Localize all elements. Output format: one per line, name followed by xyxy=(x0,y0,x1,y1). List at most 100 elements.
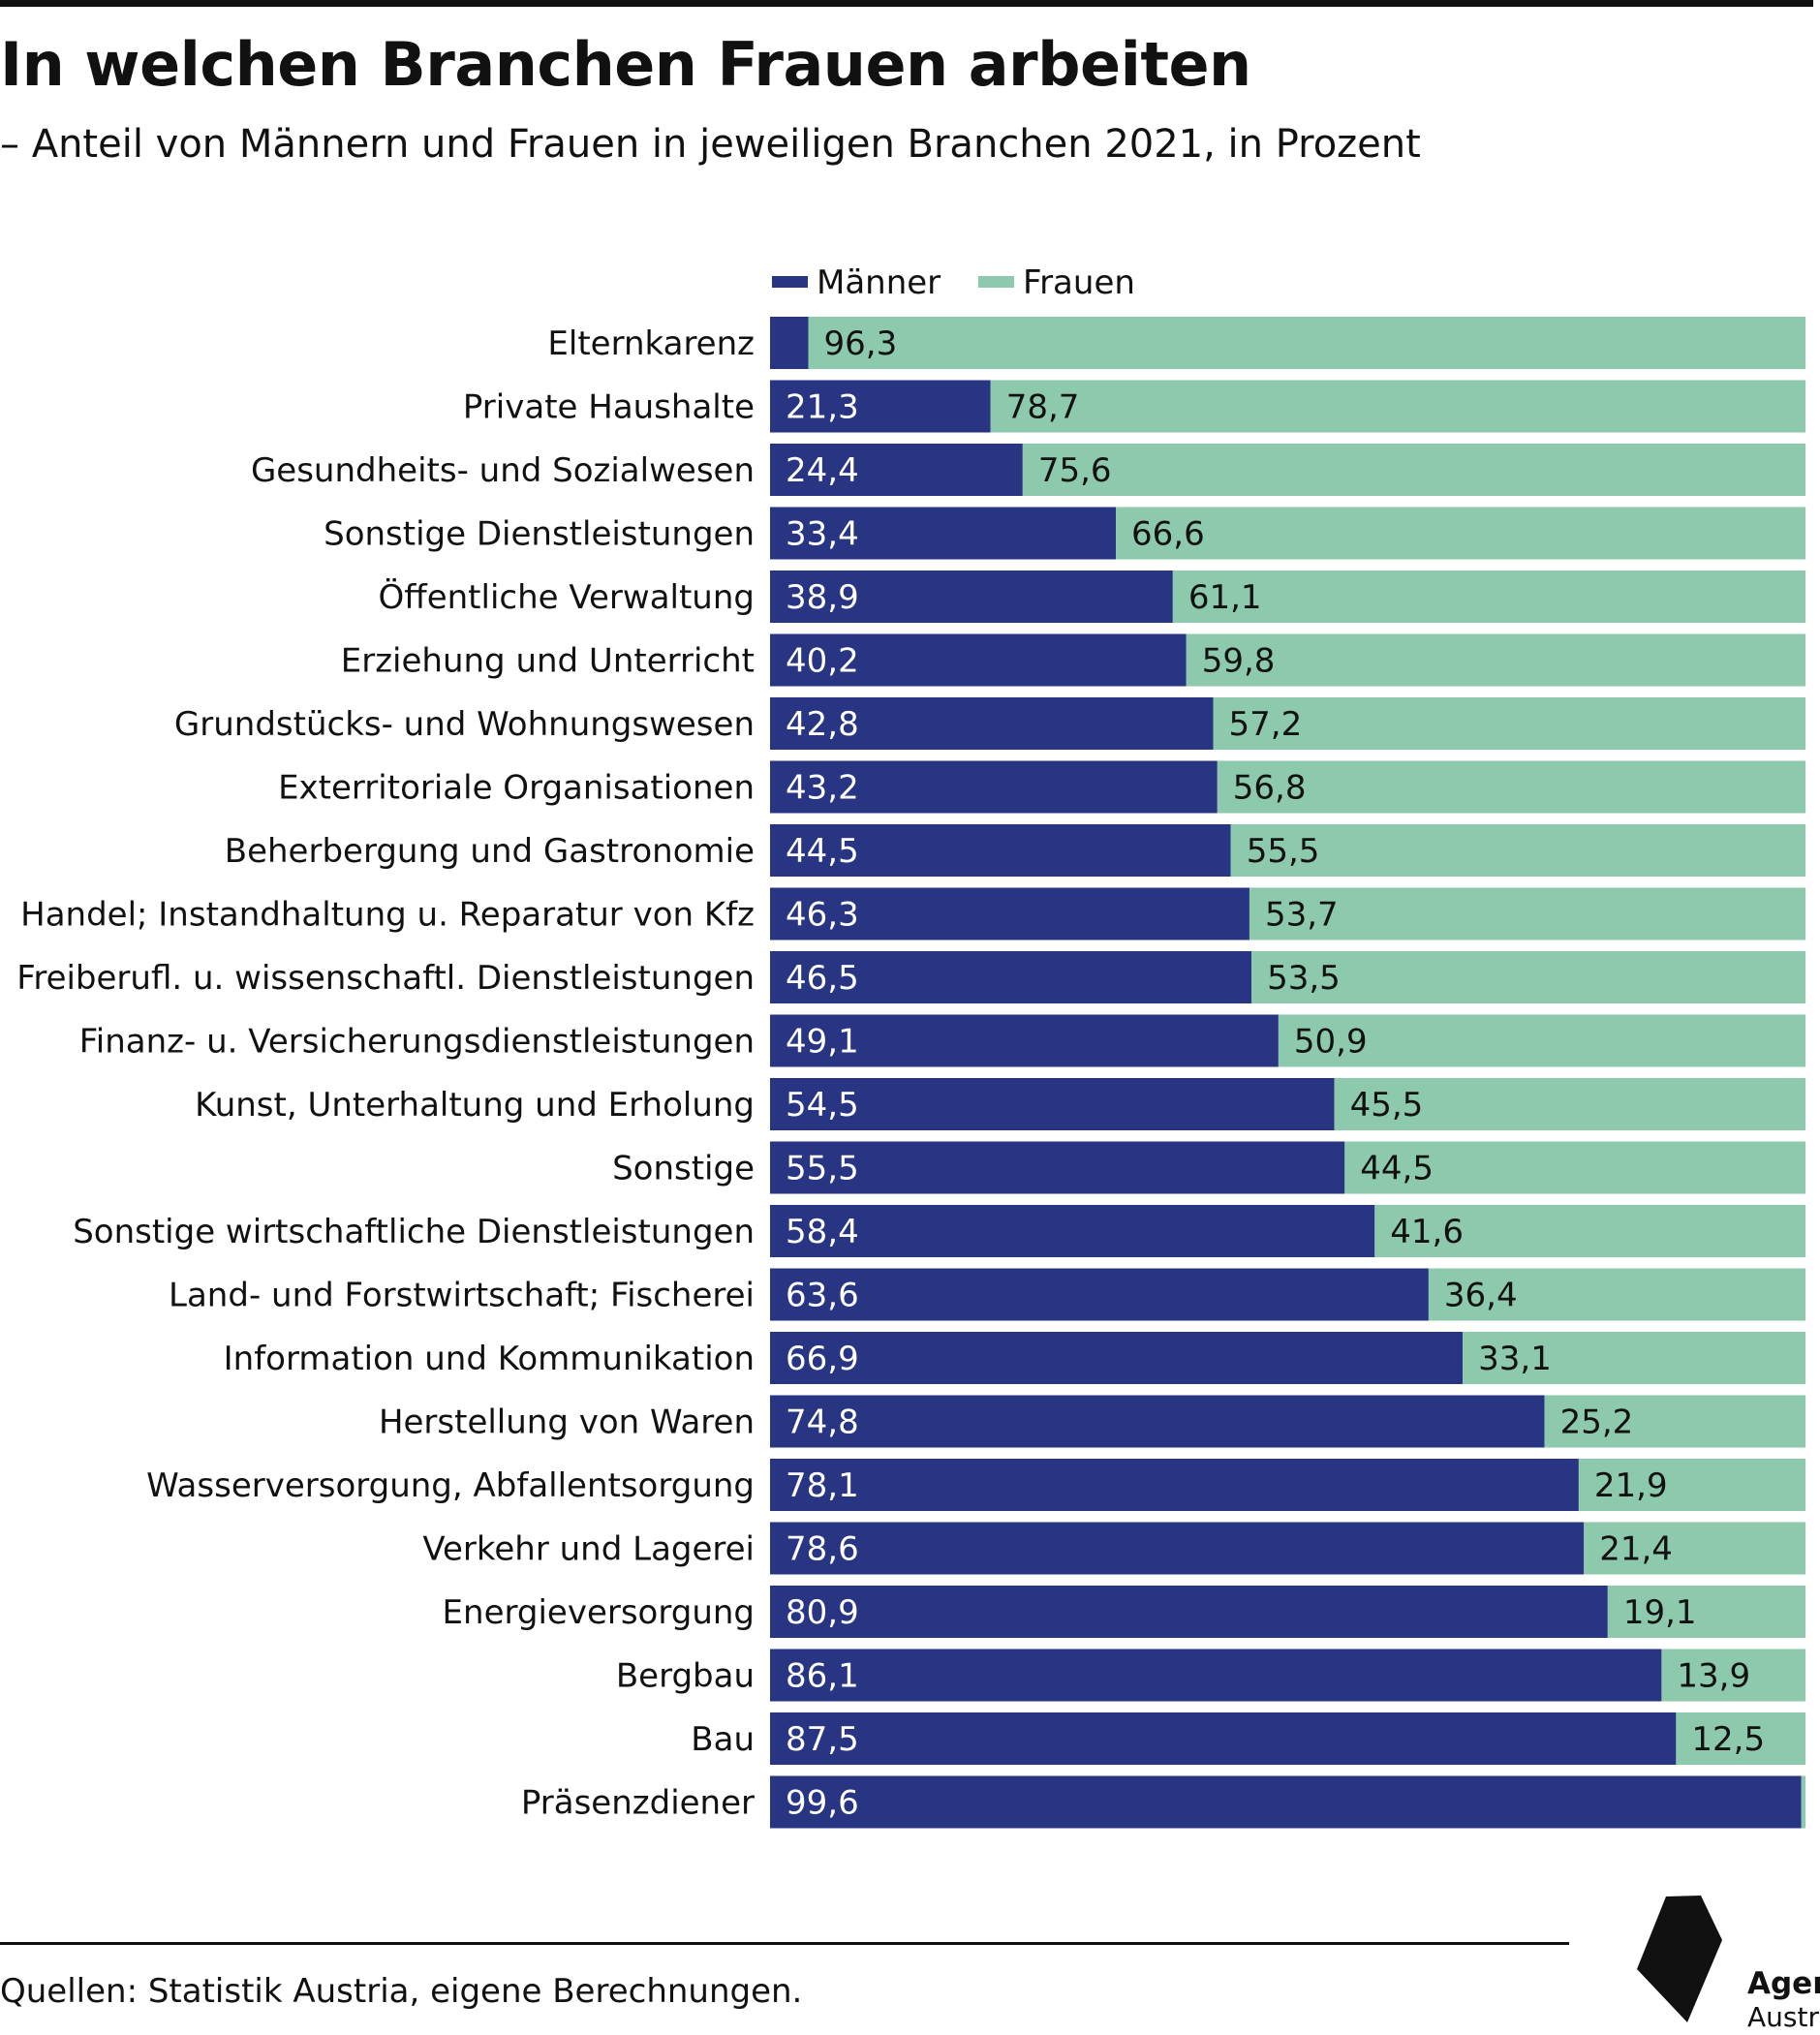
data-label-maenner: 46,5 xyxy=(786,959,859,998)
data-label-frauen: 57,2 xyxy=(1229,705,1303,744)
bar-maenner xyxy=(770,380,991,433)
category-label: Beherbergung und Gastronomie xyxy=(225,832,755,871)
bar-maenner xyxy=(770,1205,1375,1257)
data-label-maenner: 49,1 xyxy=(786,1023,859,1062)
category-label: Verkehr und Lagerei xyxy=(422,1530,755,1569)
data-label-maenner: 55,5 xyxy=(786,1150,859,1188)
bar-frauen xyxy=(1334,1078,1805,1130)
bar-frauen xyxy=(1676,1712,1805,1765)
bar-maenner xyxy=(770,760,1218,814)
logo-text-agenda: Agenda xyxy=(1747,1966,1820,2001)
data-label-maenner: 87,5 xyxy=(786,1720,859,1759)
bar-maenner xyxy=(770,570,1173,623)
data-label-maenner: 66,9 xyxy=(786,1340,859,1378)
data-label-maenner: 42,8 xyxy=(786,705,859,744)
data-label-frauen: 12,5 xyxy=(1691,1720,1765,1759)
data-label-maenner: 78,6 xyxy=(786,1530,859,1569)
data-label-frauen: 56,8 xyxy=(1233,769,1307,808)
data-label-maenner: 80,9 xyxy=(786,1593,859,1632)
chart-title: In welchen Branchen Frauen arbeiten xyxy=(0,29,1251,100)
bar-frauen xyxy=(1213,697,1805,750)
bar-frauen xyxy=(1249,887,1805,940)
bar-frauen xyxy=(1544,1395,1805,1448)
category-label: Private Haushalte xyxy=(463,388,755,427)
bottom-rule xyxy=(0,1942,1569,1945)
data-label-maenner: 99,6 xyxy=(786,1784,859,1823)
data-label-maenner: 78,1 xyxy=(786,1466,859,1505)
data-label-frauen: 75,6 xyxy=(1038,451,1112,490)
bar-maenner xyxy=(770,824,1231,877)
bar-maenner xyxy=(770,1141,1345,1194)
category-label: Bergbau xyxy=(616,1657,755,1696)
data-label-maenner: 43,2 xyxy=(786,769,859,808)
category-label: Präsenzdiener xyxy=(521,1784,755,1823)
category-label: Handel; Instandhaltung u. Reparatur von … xyxy=(20,896,755,935)
data-label-frauen: 53,5 xyxy=(1267,959,1341,998)
stacked-bar-chart: Männer Frauen Elternkarenz 96,3 Private Haus… xyxy=(16,263,1805,1829)
category-label: Grundstücks- und Wohnungswesen xyxy=(174,705,755,744)
data-label-frauen: 55,5 xyxy=(1247,832,1320,871)
data-label-frauen: 53,7 xyxy=(1265,896,1339,935)
data-label-frauen: 96,3 xyxy=(824,324,898,363)
bar-maenner xyxy=(770,507,1117,560)
bar-frauen xyxy=(1022,444,1805,496)
data-label-frauen: 36,4 xyxy=(1444,1277,1518,1315)
bar-frauen xyxy=(1172,570,1805,623)
data-label-maenner: 54,5 xyxy=(786,1086,859,1125)
bar-maenner xyxy=(770,1014,1279,1067)
category-label: Freiberufl. u. wissenschaftl. Dienstleis… xyxy=(16,959,755,998)
category-label: Sonstige xyxy=(612,1150,755,1188)
data-label-frauen: 59,8 xyxy=(1202,642,1276,681)
category-label: Information und Kommunikation xyxy=(224,1340,755,1378)
category-label: Öffentliche Verwaltung xyxy=(379,577,755,617)
bar-frauen xyxy=(1578,1459,1805,1511)
category-label: Wasserversorgung, Abfallentsorgung xyxy=(146,1466,755,1505)
agenda-austria-logo-icon xyxy=(1637,1896,1722,2022)
bar-frauen xyxy=(1344,1141,1805,1194)
bar-frauen xyxy=(1230,824,1805,877)
data-label-frauen: 66,6 xyxy=(1131,515,1205,554)
bar-frauen xyxy=(1374,1205,1805,1257)
data-label-maenner: 46,3 xyxy=(786,896,859,935)
data-label-maenner: 44,5 xyxy=(786,832,859,871)
data-label-maenner: 21,3 xyxy=(786,388,859,427)
legend-label-maenner: Männer xyxy=(817,263,941,302)
bar-maenner xyxy=(770,444,1023,496)
category-label: Elternkarenz xyxy=(547,324,755,363)
category-label: Energieversorgung xyxy=(443,1593,755,1632)
bar-frauen xyxy=(1607,1586,1805,1638)
data-label-frauen: 50,9 xyxy=(1294,1023,1368,1062)
legend-label-frauen: Frauen xyxy=(1023,263,1135,302)
category-label: Kunst, Unterhaltung und Erholung xyxy=(195,1086,755,1125)
data-label-frauen: 21,4 xyxy=(1599,1530,1673,1569)
bar-frauen xyxy=(1463,1332,1805,1384)
data-label-maenner: 33,4 xyxy=(786,515,859,554)
data-label-maenner: 74,8 xyxy=(786,1403,859,1442)
bar-maenner xyxy=(770,1459,1579,1511)
bar-frauen xyxy=(990,380,1805,433)
data-label-maenner: 38,9 xyxy=(786,578,859,617)
bar-frauen xyxy=(1661,1649,1805,1702)
category-label: Finanz- u. Versicherungsdienstleistungen xyxy=(79,1023,755,1062)
category-label: Herstellung von Waren xyxy=(379,1403,755,1442)
legend-swatch-frauen xyxy=(978,276,1014,288)
bar-maenner xyxy=(770,1522,1585,1575)
bar-maenner xyxy=(770,1078,1335,1130)
category-label: Sonstige wirtschaftliche Dienstleistunge… xyxy=(73,1213,755,1251)
bar-maenner xyxy=(770,317,809,369)
bar-maenner xyxy=(770,1332,1464,1384)
bar-frauen xyxy=(1584,1522,1805,1575)
bar-frauen xyxy=(1278,1014,1805,1067)
data-label-maenner: 24,4 xyxy=(786,451,859,490)
category-label: Bau xyxy=(691,1720,755,1759)
bar-maenner xyxy=(770,1649,1662,1702)
data-label-frauen: 21,9 xyxy=(1594,1466,1668,1505)
bar-maenner xyxy=(770,1775,1802,1829)
bar-maenner xyxy=(770,1586,1608,1638)
data-label-frauen: 19,1 xyxy=(1623,1593,1697,1632)
source-note: Quellen: Statistik Austria, eigene Berec… xyxy=(0,1972,803,2011)
top-rule xyxy=(0,0,1813,7)
category-label: Exterritoriale Organisationen xyxy=(278,769,755,808)
bar-frauen xyxy=(1186,633,1805,687)
chart-subtitle: – Anteil von Männern und Frauen in jewei… xyxy=(0,122,1421,167)
